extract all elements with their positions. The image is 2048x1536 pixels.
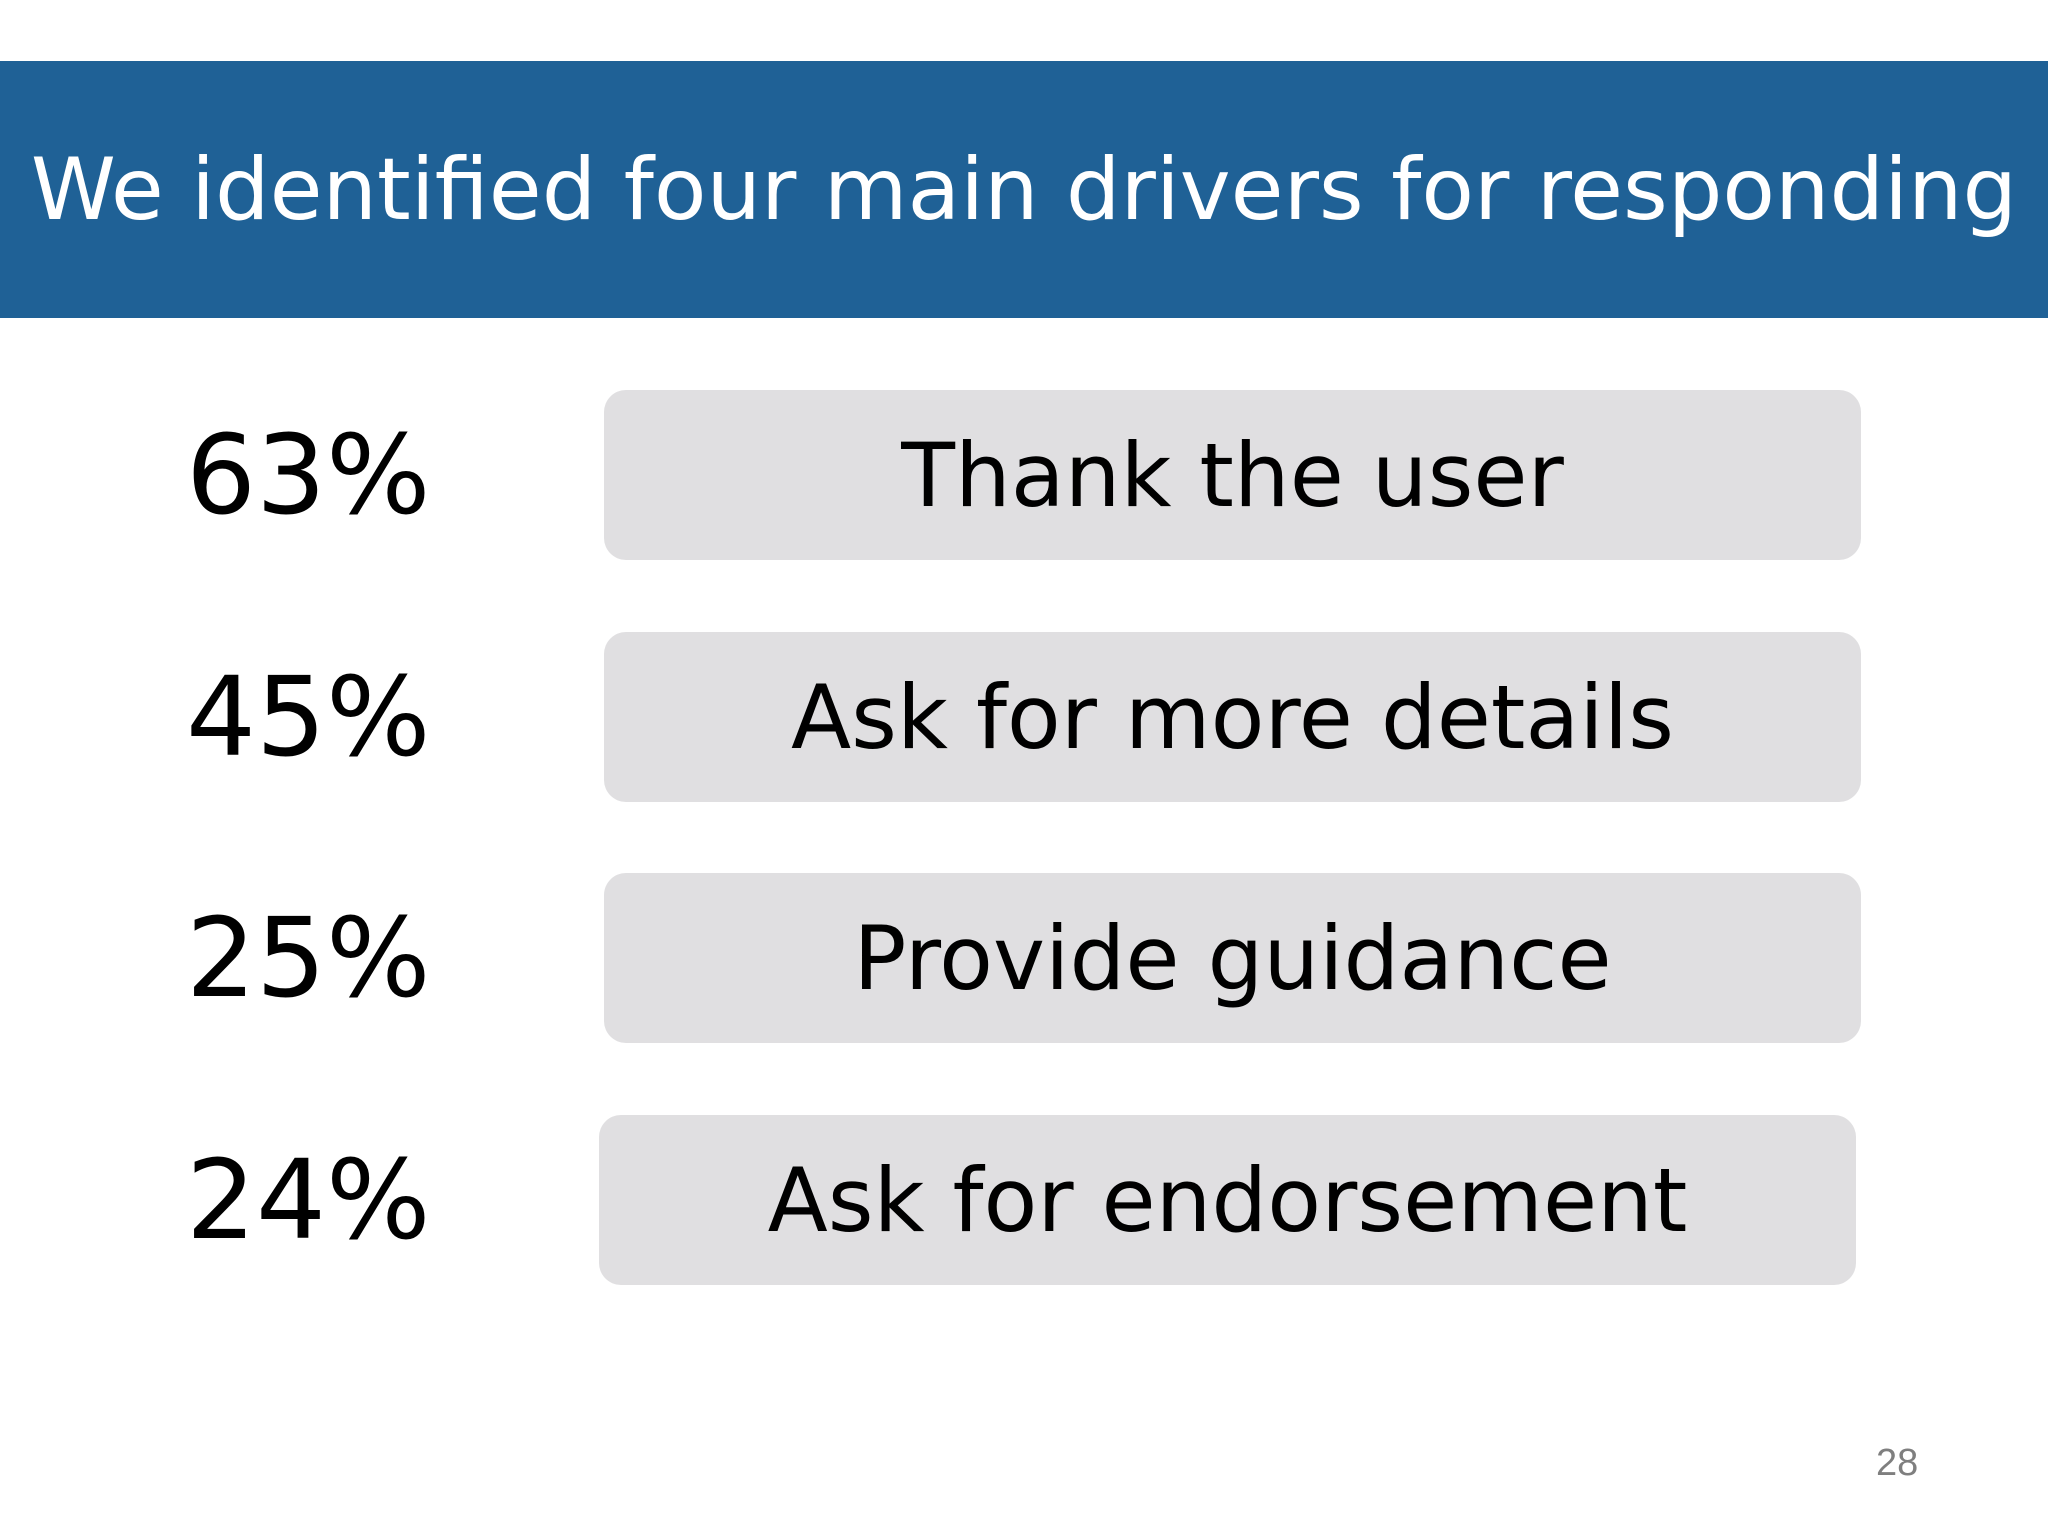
driver-row: 63% Thank the user <box>0 390 2048 560</box>
driver-percent: 63% <box>186 411 431 539</box>
driver-label: Ask for endorsement <box>767 1148 1688 1252</box>
driver-box: Thank the user <box>604 390 1861 560</box>
title-band: We identified four main drivers for resp… <box>0 61 2048 318</box>
driver-box: Ask for more details <box>604 632 1861 802</box>
driver-label: Thank the user <box>901 423 1564 527</box>
driver-box: Provide guidance <box>604 873 1861 1043</box>
driver-box: Ask for endorsement <box>599 1115 1856 1285</box>
driver-label: Ask for more details <box>790 665 1675 769</box>
driver-row: 45% Ask for more details <box>0 632 2048 802</box>
driver-row: 24% Ask for endorsement <box>0 1115 2048 1285</box>
driver-label: Provide guidance <box>853 906 1612 1010</box>
driver-percent: 45% <box>186 653 431 781</box>
slide-title: We identified four main drivers for resp… <box>30 139 2018 240</box>
driver-percent: 25% <box>186 894 431 1022</box>
page-number: 28 <box>1876 1442 1919 1484</box>
driver-row: 25% Provide guidance <box>0 873 2048 1043</box>
driver-percent: 24% <box>186 1136 431 1264</box>
